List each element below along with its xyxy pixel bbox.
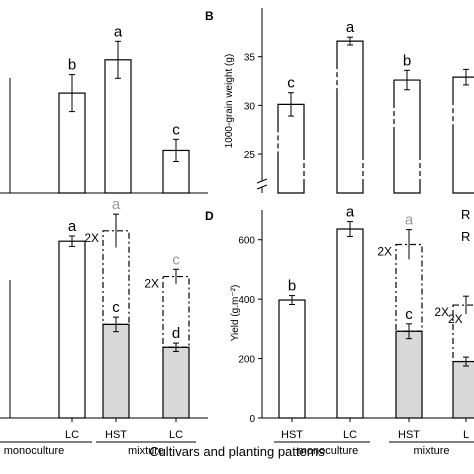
y-tick-label: 400 <box>238 295 255 306</box>
doubled-label: 2X <box>434 305 449 319</box>
doubled-label: 2X <box>144 277 159 291</box>
bar <box>336 40 364 194</box>
group-label: monoculture <box>298 445 359 457</box>
doubled-label: 2X <box>84 231 99 245</box>
figure-xlabel: Cultivars and planting patterns <box>149 444 325 459</box>
bar <box>336 228 364 419</box>
y-tick-label: 25 <box>244 150 256 161</box>
panel-letter: D <box>205 209 214 223</box>
group-label: mixture <box>128 445 164 457</box>
y-tick-label: 30 <box>244 101 256 112</box>
legend-fragment-1: R <box>461 207 470 222</box>
x-tick-label: HST <box>281 429 303 441</box>
significance-letter: b <box>403 52 411 69</box>
doubled-bar <box>102 230 130 326</box>
significance-letter: b <box>68 57 76 74</box>
bar <box>104 59 132 194</box>
x-tick-label: LC <box>169 429 183 441</box>
panel-a: b a c <box>0 23 208 194</box>
significance-letter: a <box>346 204 355 221</box>
y-tick-label: 0 <box>249 414 255 425</box>
bar <box>452 360 474 419</box>
significance-letter: d <box>172 325 180 342</box>
doubled-bar <box>162 275 190 348</box>
bar <box>278 299 306 419</box>
significance-letter: a <box>346 19 355 36</box>
significance-letter: c <box>112 299 120 316</box>
x-tick-label: LC <box>65 429 79 441</box>
legend-fragment-2: R <box>461 229 470 244</box>
panel-letter: B <box>205 9 214 23</box>
significance-letter: c <box>172 121 180 138</box>
significance-letter: a <box>68 218 77 235</box>
y-tick-label: 35 <box>244 53 256 64</box>
x-tick-label: L <box>463 429 469 441</box>
doubled-bar <box>395 243 423 332</box>
bar <box>162 346 190 419</box>
significance-letter: a <box>114 23 123 40</box>
significance-letter: b <box>288 278 296 295</box>
bar <box>393 79 421 194</box>
figure-panels: b a c 25 30 35 1000-grain weight (g) Bc a b a c 2X a d… <box>0 8 474 457</box>
doubled-label-partial: 2X <box>448 312 463 326</box>
y-tick-label: 200 <box>238 355 255 366</box>
bar <box>395 330 423 419</box>
bar <box>277 103 305 194</box>
doubled-significance-letter: a <box>405 212 414 229</box>
y-axis-label: 1000-grain weight (g) <box>224 54 235 149</box>
x-tick-label: LC <box>343 429 357 441</box>
doubled-bar <box>452 304 474 363</box>
bar <box>102 323 130 419</box>
panel-c: ac2Xad2XcTLCHSTLCmonoculturemixture <box>0 196 208 457</box>
y-axis-label: Yield (g.m⁻²) <box>230 285 241 342</box>
group-label: mixture <box>413 445 449 457</box>
significance-letter: c <box>287 75 295 92</box>
doubled-significance-letter: c <box>172 251 180 268</box>
group-label: monoculture <box>4 445 65 457</box>
axis-break-mark <box>256 178 268 184</box>
doubled-label: 2X <box>377 244 392 258</box>
doubled-significance-letter: a <box>112 196 121 213</box>
bar <box>58 240 86 419</box>
axis-break-mark <box>256 184 268 190</box>
y-tick-label: 600 <box>238 236 255 247</box>
significance-letter: c <box>405 306 413 323</box>
x-tick-label: HST <box>398 429 420 441</box>
x-tick-label: HST <box>105 429 127 441</box>
bar <box>452 76 474 194</box>
panel-b: 25 30 35 1000-grain weight (g) Bc a b <box>205 8 474 194</box>
